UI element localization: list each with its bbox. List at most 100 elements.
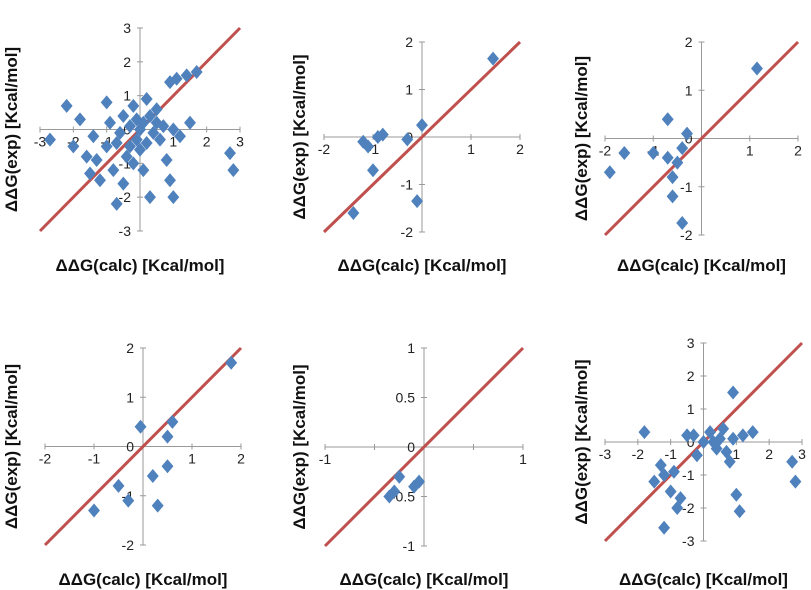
y-axis-title: ΔΔG(exp) [Kcal/mol] <box>2 47 21 212</box>
data-point <box>664 484 677 499</box>
data-point <box>603 165 616 180</box>
data-point <box>666 189 679 204</box>
y-tick-label: 1 <box>687 401 695 417</box>
y-tick-label: 0 <box>687 434 695 450</box>
data-point <box>717 421 730 436</box>
data-point <box>671 501 684 515</box>
scatter-panel-3: -2-112-2-1012ΔΔG(calc) [Kcal/mol]ΔΔG(exp… <box>572 34 802 275</box>
data-point <box>668 464 680 479</box>
y-tick-label: -3 <box>119 223 132 239</box>
data-point <box>88 503 100 518</box>
x-tick-label: 2 <box>765 446 773 462</box>
y-tick-label: -2 <box>682 500 695 516</box>
data-point <box>733 504 746 519</box>
data-point <box>723 454 736 469</box>
data-point <box>416 118 428 133</box>
data-point <box>130 132 143 147</box>
y-tick-label: 1 <box>126 389 134 405</box>
y-tick-label: -1 <box>682 467 695 483</box>
x-tick-label: 1 <box>519 451 527 467</box>
data-point <box>112 478 125 493</box>
data-point <box>137 163 150 178</box>
data-point <box>120 149 133 164</box>
y-tick-label: 1 <box>123 88 131 104</box>
data-point <box>147 125 160 140</box>
data-point <box>487 51 499 66</box>
data-point <box>376 127 389 142</box>
data-point <box>167 122 180 137</box>
x-tick-label: 1 <box>169 134 177 150</box>
data-point <box>746 425 759 440</box>
x-tick-label: -2 <box>599 143 612 159</box>
data-point <box>676 215 689 230</box>
y-tick-label: 1 <box>407 340 415 356</box>
data-point <box>618 145 631 160</box>
data-point <box>697 435 710 449</box>
data-point <box>164 173 176 188</box>
x-tick-label: 2 <box>516 141 524 157</box>
data-point <box>127 98 140 113</box>
data-point <box>658 468 671 482</box>
identity-line <box>603 40 800 237</box>
data-point <box>134 419 147 434</box>
data-point <box>730 487 743 502</box>
data-point <box>114 125 126 140</box>
data-point <box>150 102 163 117</box>
data-point <box>647 145 660 160</box>
y-tick-label: 0 <box>407 439 415 455</box>
scatter-panel-6: -3 -2 -1 1 2 3 -3 -2 -1 0 1 2 3 ΔΔG(calc) [Kcal/mol] Δ… <box>572 335 806 589</box>
data-point <box>227 163 240 178</box>
data-point <box>151 498 164 513</box>
data-point <box>658 520 671 535</box>
y-axis-title: ΔΔG(exp) [Kcal/mol] <box>290 54 309 219</box>
data-point <box>67 139 80 154</box>
data-point <box>100 139 113 154</box>
x-axis-title: ΔΔG(calc) [Kcal/mol] <box>619 570 788 589</box>
data-point <box>144 108 156 123</box>
data-point <box>190 64 203 79</box>
y-tick-label: -2 <box>680 227 693 243</box>
y-tick-label: 1 <box>685 82 693 98</box>
y-tick-label: 3 <box>687 335 695 351</box>
data-point <box>727 431 739 446</box>
data-point <box>107 163 120 178</box>
data-point <box>122 493 135 508</box>
data-point <box>786 454 799 469</box>
y-tick-label: 2 <box>685 34 693 50</box>
data-point <box>720 444 733 459</box>
data-point <box>413 474 425 489</box>
data-point <box>681 126 693 141</box>
x-tick-label: -1 <box>88 451 101 467</box>
data-point <box>166 414 179 429</box>
y-axis-title: ΔΔG(exp) [Kcal/mol] <box>290 364 309 529</box>
data-point <box>225 355 238 370</box>
x-axis-title: ΔΔG(calc) [Kcal/mol] <box>56 256 225 275</box>
y-axis-title: ΔΔG(exp) [Kcal/mol] <box>2 364 21 529</box>
x-tick-label: 1 <box>188 451 196 467</box>
data-point <box>74 112 86 127</box>
data-point <box>362 139 375 154</box>
y-axis-title: ΔΔG(exp) [Kcal/mol] <box>572 56 591 221</box>
data-point <box>160 152 173 167</box>
data-point <box>161 429 174 444</box>
x-tick-label: 3 <box>798 446 806 462</box>
data-point <box>661 112 674 127</box>
y-tick-label: -1 <box>401 177 414 193</box>
x-tick-label: 2 <box>794 143 802 159</box>
data-point <box>90 152 103 167</box>
identity-line <box>323 346 525 548</box>
y-tick-label: 3 <box>123 20 131 36</box>
y-tick-label: 0 <box>126 439 134 455</box>
data-point <box>87 129 100 144</box>
data-point <box>638 425 651 440</box>
data-point <box>164 75 176 90</box>
y-tick-label: -1 <box>403 538 416 554</box>
data-point <box>167 190 180 205</box>
data-point <box>661 150 674 165</box>
data-point <box>124 119 136 134</box>
x-tick-label: -1 <box>664 446 677 462</box>
data-point <box>84 166 96 181</box>
x-axis-title: ΔΔG(calc) [Kcal/mol] <box>338 256 507 275</box>
data-point <box>140 92 153 107</box>
